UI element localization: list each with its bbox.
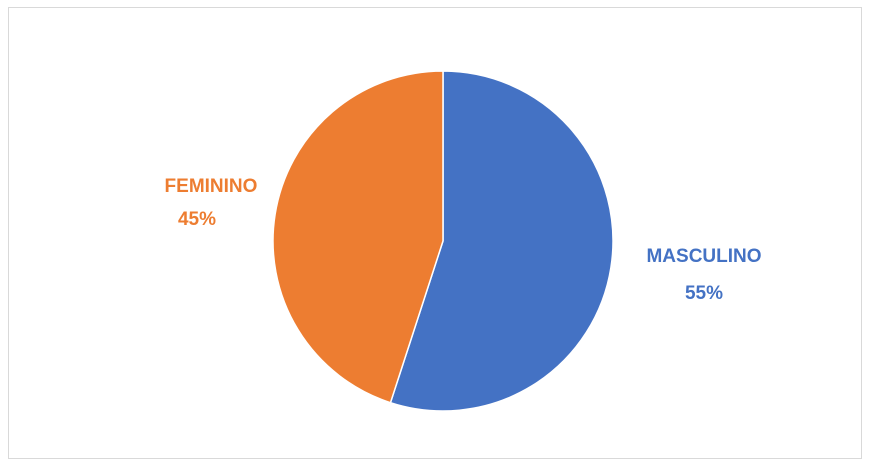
data-label-feminino-category: FEMININO xyxy=(165,176,258,197)
data-label-masculino-category: MASCULINO xyxy=(646,246,761,267)
pie-slices xyxy=(272,70,614,412)
pie-slice-feminino xyxy=(272,70,444,404)
data-label-masculino-percent: 55% xyxy=(685,283,723,304)
pie-slice-masculino xyxy=(389,70,614,412)
data-label-feminino-percent: 45% xyxy=(178,209,216,230)
